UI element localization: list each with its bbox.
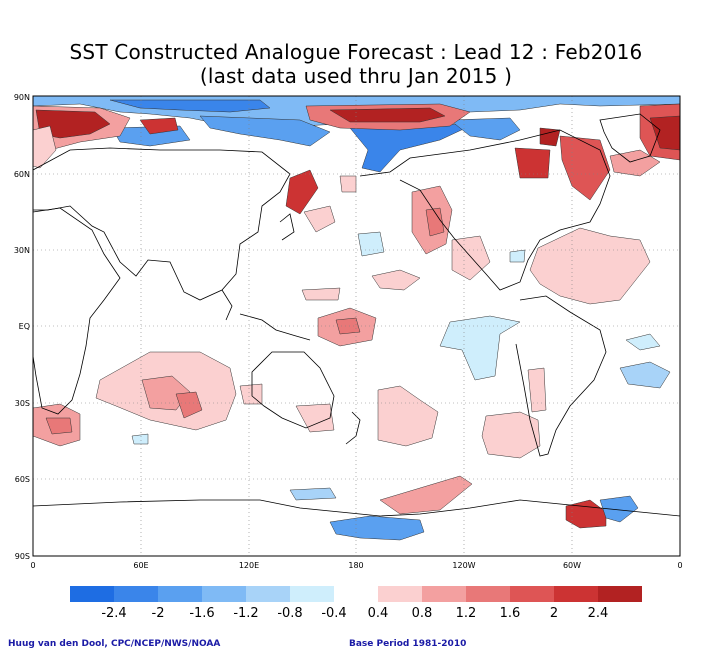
colorbar-label-pos-0.4: 0.4 <box>368 606 389 621</box>
agulhas-warm-core <box>45 417 73 435</box>
siberia-cold <box>199 115 331 147</box>
lon-label-120e: 120E <box>239 561 259 570</box>
colorbar-swatch-pos-5 <box>554 586 598 602</box>
tropical-atlantic-cool <box>625 333 661 351</box>
lon-label-180: 180 <box>348 561 363 570</box>
eurasia-outline <box>33 147 291 301</box>
colorbar-swatch-pos-6 <box>598 586 642 602</box>
south-atlantic-cool <box>619 361 671 389</box>
north-atlantic-warm <box>529 227 651 305</box>
colorbar-label-pos-1.6: 1.6 <box>500 606 521 621</box>
canada-cold <box>449 117 521 141</box>
colorbar-swatch-neg-6 <box>290 586 334 602</box>
lat-label-30n: 30N <box>14 246 30 255</box>
colorbar <box>70 586 642 602</box>
colorbar-swatch-neg-2 <box>114 586 158 602</box>
weddell-cool <box>599 495 639 523</box>
maritime-islands-outline <box>239 313 311 341</box>
kara-warm <box>139 117 179 135</box>
lat-label-60n: 60N <box>14 170 30 179</box>
hudson-warm <box>514 147 551 179</box>
colorbar-swatch-pos-3 <box>466 586 510 602</box>
lon-label-0-east: 0 <box>677 561 682 570</box>
credit-text: Huug van den Dool, CPC/NCEP/NWS/NOAA <box>8 639 221 649</box>
baffin-warm <box>539 127 561 147</box>
colorbar-swatch-pos-1 <box>378 586 422 602</box>
australia-warm-west <box>239 383 263 405</box>
bering-cold <box>349 121 471 173</box>
nw-europe-warm <box>33 125 57 169</box>
lon-label-120w: 120W <box>452 561 475 570</box>
lat-label-90n: 90N <box>14 93 30 102</box>
se-pacific-warm <box>481 411 541 459</box>
colorbar-swatch-neg-1 <box>70 586 114 602</box>
central-pacific-cool <box>357 231 385 257</box>
colorbar-label-neg-1.6: -1.6 <box>189 606 214 621</box>
colorbar-swatch-neg-4 <box>202 586 246 602</box>
japan-outline <box>279 213 295 241</box>
hawaii-warm <box>301 287 341 301</box>
lon-label-60w: 60W <box>563 561 581 570</box>
africa-outline <box>33 207 121 415</box>
colorbar-label-pos-0.8: 0.8 <box>412 606 433 621</box>
colorbar-label-pos-2: 2 <box>550 606 558 621</box>
gulf-alaska-warm <box>339 175 357 193</box>
colorbar-label-neg-0.4: -0.4 <box>321 606 346 621</box>
north-america-outline <box>359 129 611 291</box>
colorbar-label-neg-0.8: -0.8 <box>277 606 302 621</box>
colorbar-swatch-neg-3 <box>158 586 202 602</box>
base-period-text: Base Period 1981-2010 <box>349 639 467 649</box>
subtropical-pacific-warm <box>371 269 421 291</box>
gulf-cool <box>509 249 526 263</box>
north-pacific-warm-core <box>425 207 445 237</box>
ross-sea-cool <box>329 515 425 541</box>
lat-label-90s: 90S <box>15 552 30 561</box>
graticule <box>33 96 680 556</box>
southern-ocean-warm <box>379 475 473 515</box>
south-indian-cool <box>131 433 149 445</box>
kuroshio-warm <box>303 205 336 233</box>
indochina-outline <box>221 289 233 321</box>
weddell-warm <box>565 499 607 529</box>
greenland-outline <box>599 113 661 163</box>
equatorial-east-pacific-cool <box>439 315 521 381</box>
lon-label-0: 0 <box>30 561 35 570</box>
okhotsk-warm <box>285 169 319 215</box>
new-zealand-outline <box>345 411 361 445</box>
map-title-line2: (last data used thru Jan 2015 ) <box>199 64 513 88</box>
colorbar-swatch-neg-5 <box>246 586 290 602</box>
lon-label-60e: 60E <box>133 561 148 570</box>
colorbar-label-neg-1.2: -1.2 <box>233 606 258 621</box>
arctic-warm-center-core <box>329 107 446 123</box>
australia-outline <box>251 351 335 429</box>
labrador-warm <box>559 135 611 201</box>
colorbar-label-neg-2: -2 <box>152 606 165 621</box>
south-pacific-warm <box>377 385 439 447</box>
map-frame <box>32 95 681 557</box>
colorbar-swatch-pos-4 <box>510 586 554 602</box>
lat-label-30s: 30S <box>15 399 30 408</box>
south-america-outline <box>515 295 607 457</box>
equatorial-pacific-warm-core <box>335 317 361 335</box>
southern-ocean-cool-west <box>289 487 337 501</box>
chile-warm <box>527 367 547 413</box>
tasman-warm <box>295 403 335 433</box>
indian-ocean-warm-core2 <box>175 391 203 419</box>
anomaly-fields <box>33 96 680 541</box>
colorbar-swatch-pos-2 <box>422 586 466 602</box>
arctic-cold-core <box>109 99 271 113</box>
antarctica-outline <box>33 499 680 517</box>
lat-label-60s: 60S <box>15 475 30 484</box>
lat-label-eq: EQ <box>19 322 30 331</box>
map-title-line1: SST Constructed Analogue Forecast : Lead… <box>69 40 643 64</box>
colorbar-label-neg-2.4: -2.4 <box>101 606 126 621</box>
colorbar-label-pos-1.2: 1.2 <box>456 606 477 621</box>
coastlines <box>33 113 680 517</box>
colorbar-label-pos-2.4: 2.4 <box>588 606 609 621</box>
